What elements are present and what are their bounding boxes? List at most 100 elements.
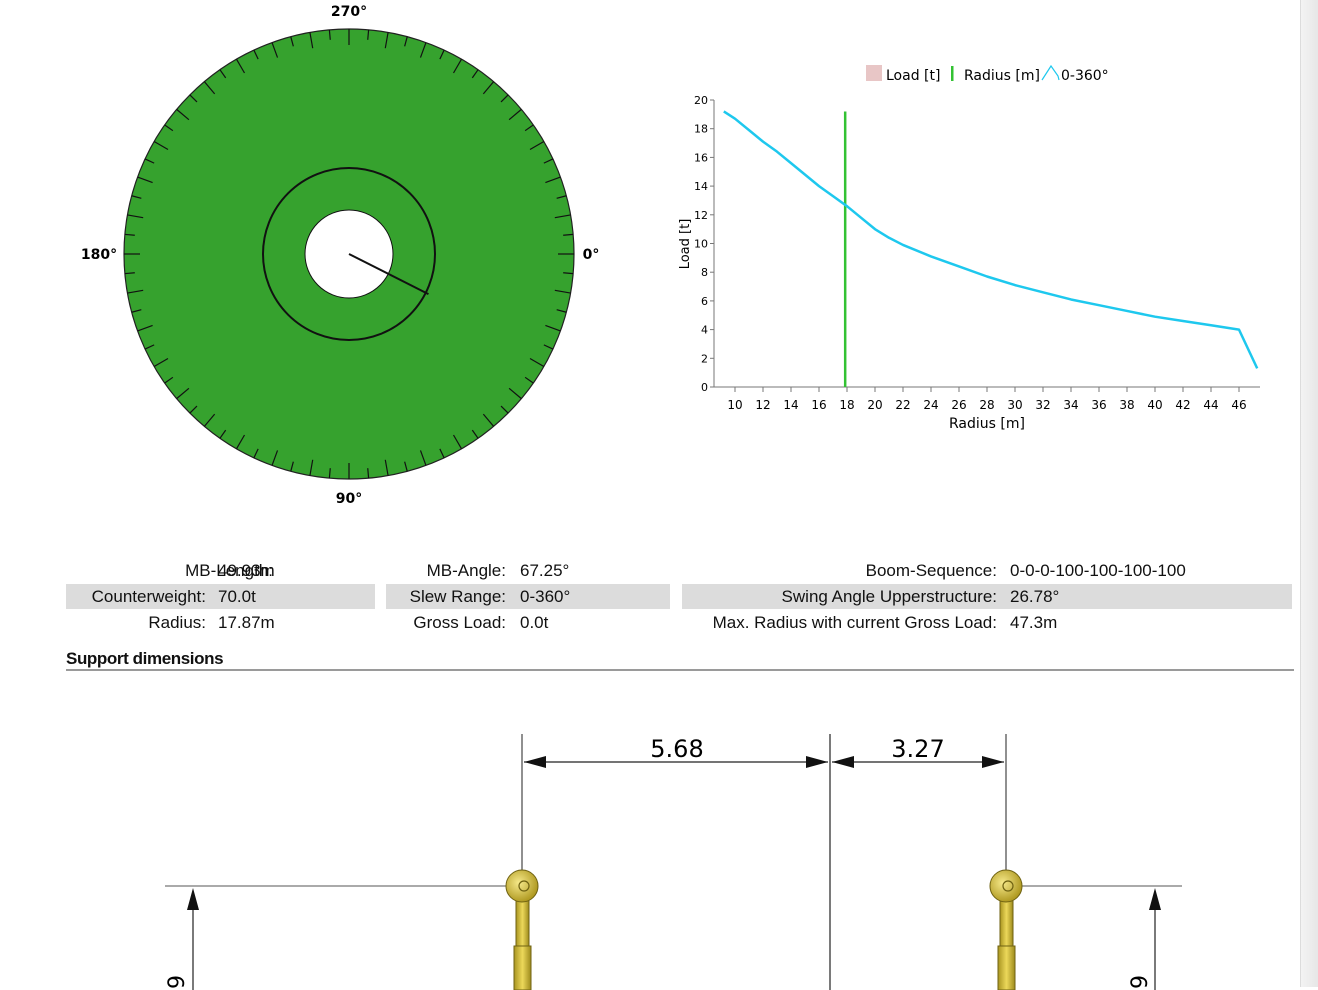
y-tick-label: 18 xyxy=(694,123,708,136)
slew-tick xyxy=(137,324,153,332)
x-tick-label: 28 xyxy=(979,398,994,412)
x-tick-label: 22 xyxy=(895,398,910,412)
slew-tick xyxy=(235,58,246,74)
dim-arrow-left-b xyxy=(806,756,828,768)
max-radius-value: 47.3m xyxy=(1010,613,1058,632)
dim-label-right: 3.27 xyxy=(891,735,944,763)
slew-tick xyxy=(290,461,294,472)
x-tick-label: 20 xyxy=(867,398,882,412)
x-tick-label: 16 xyxy=(811,398,826,412)
slew-tick xyxy=(219,429,227,439)
slew-tick xyxy=(144,344,155,350)
slew-tick xyxy=(271,450,279,466)
swing-angle-pointer xyxy=(348,253,429,295)
slew-tick xyxy=(529,140,545,151)
mb-angle-label: MB-Angle: xyxy=(426,561,506,580)
slew-tick xyxy=(131,309,142,313)
slew-tick xyxy=(309,32,314,49)
x-tick-label: 44 xyxy=(1203,398,1218,412)
support-dimensions-drawing: 5.68 3.27 9 9 xyxy=(165,734,1182,990)
y-tick-label: 16 xyxy=(694,151,708,164)
slew-tick xyxy=(545,324,561,332)
slew-tick xyxy=(124,272,135,275)
section-divider xyxy=(66,669,1294,671)
slew-tick xyxy=(203,413,216,427)
slew-tick xyxy=(404,461,408,472)
slew-tick xyxy=(253,49,259,60)
slew-tick xyxy=(529,357,545,368)
slew-tick xyxy=(471,69,479,79)
vdim-arrow-right xyxy=(1149,888,1161,910)
boom-sequence-label: Boom-Sequence: xyxy=(865,561,997,580)
slew-tick xyxy=(384,459,389,476)
slew-tick xyxy=(563,272,574,275)
x-tick-label: 42 xyxy=(1175,398,1190,412)
x-axis-ticks: 10 12 14 16 18 20 22 24 26 28 30 32 34 36 38 40 42 44 46 xyxy=(727,387,1247,412)
y-tick-label: 0 xyxy=(701,381,708,394)
slew-label-0: 0° xyxy=(583,247,600,263)
slew-tick xyxy=(203,81,216,95)
slew-tick xyxy=(271,42,279,58)
slew-tick xyxy=(176,108,190,121)
x-tick-label: 46 xyxy=(1231,398,1246,412)
y-tick-label: 6 xyxy=(701,295,708,308)
outrigger-left xyxy=(505,869,539,990)
x-tick-label: 14 xyxy=(783,398,798,412)
slew-tick xyxy=(419,42,427,58)
slew-tick xyxy=(404,36,408,47)
slew-tick xyxy=(153,140,169,151)
slew-tick xyxy=(554,289,571,294)
slew-tick xyxy=(545,176,561,184)
slew-label-270: 270° xyxy=(331,4,367,20)
info-row-1: MB-Length: 49.93m xyxy=(66,558,1292,583)
x-tick-label: 34 xyxy=(1063,398,1078,412)
info-row-3-col2: Gross Load: 0.0t xyxy=(386,610,670,635)
slew-label-180: 180° xyxy=(81,247,117,263)
x-tick-label: 36 xyxy=(1091,398,1106,412)
gross-load-value: 0.0t xyxy=(520,613,549,632)
slew-tick xyxy=(189,405,198,414)
counterweight-label: Counterweight: xyxy=(91,587,206,606)
y-tick-label: 2 xyxy=(701,352,708,365)
slew-tick xyxy=(482,81,495,95)
working-radius-circle xyxy=(262,167,436,341)
info-row-3-col1: Radius: 17.87m xyxy=(66,610,375,635)
y-tick-label: 20 xyxy=(694,94,708,107)
slew-tick xyxy=(124,233,135,236)
slew-tick xyxy=(482,413,495,427)
slew-tick xyxy=(556,195,567,199)
max-radius-label: Max. Radius with current Gross Load: xyxy=(712,613,997,632)
chart-axes xyxy=(713,100,1260,388)
slew-tick xyxy=(164,124,174,132)
x-tick-label: 30 xyxy=(1007,398,1022,412)
legend-series-label: 0-360° xyxy=(1061,68,1109,84)
slew-tick xyxy=(127,214,144,219)
y-axis-label: Load [t] xyxy=(678,219,693,270)
legend-radius-label: Radius [m] xyxy=(964,68,1040,84)
slew-tick xyxy=(153,357,169,368)
support-dimensions-heading: Support dimensions xyxy=(66,649,224,668)
window-edge xyxy=(1300,0,1318,987)
slew-tick xyxy=(543,344,554,350)
slew-tick xyxy=(471,429,479,439)
x-tick-label: 18 xyxy=(839,398,854,412)
slew-tick xyxy=(543,158,554,164)
vdim-label-right: 9 xyxy=(1128,975,1153,989)
slew-tick xyxy=(452,58,463,74)
slew-range-diagram: 270° 180° 0° 90° xyxy=(81,4,600,507)
slew-tick xyxy=(384,32,389,49)
legend-load-label: Load [t] xyxy=(886,68,940,84)
load-chart: Load [t] Radius [m] 0-360° 10 12 14 16 18 20 2… xyxy=(678,64,1260,432)
slew-tick xyxy=(500,405,509,414)
x-tick-label: 38 xyxy=(1119,398,1134,412)
counterweight-value: 70.0t xyxy=(218,587,256,606)
slew-tick xyxy=(563,233,574,236)
x-tick-label: 40 xyxy=(1147,398,1162,412)
legend-series-swatch xyxy=(1041,64,1060,81)
radius-value: 17.87m xyxy=(218,613,275,632)
gross-load-label: Gross Load: xyxy=(413,613,506,632)
radius-label: Radius: xyxy=(148,613,206,632)
slew-tick xyxy=(452,434,463,450)
slew-tick xyxy=(508,108,522,121)
slew-tick xyxy=(367,468,370,479)
